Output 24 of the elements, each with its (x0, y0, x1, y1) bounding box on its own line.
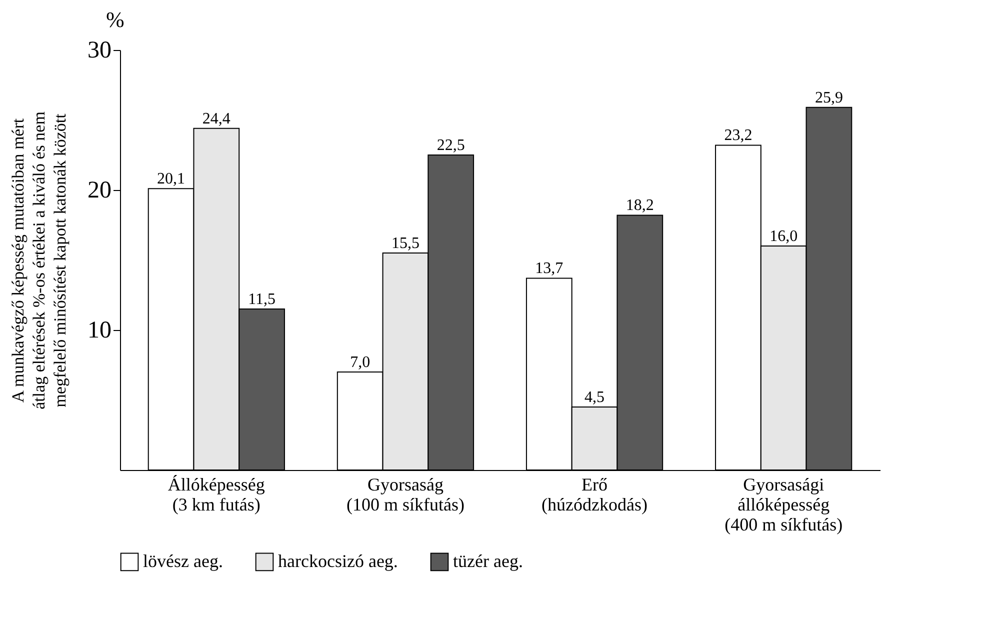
data-label: 16,0 (770, 228, 798, 245)
data-label: 13,7 (535, 260, 564, 278)
x-tick-label: Erő (húzódzkodás) (542, 474, 648, 514)
legend-label: lövész aeg. (143, 550, 223, 571)
data-label: 18,2 (626, 197, 654, 214)
data-label: 11,5 (248, 291, 276, 308)
data-label: 20,1 (157, 170, 186, 188)
text: % (106, 7, 124, 32)
y-tick-label: 30 (88, 38, 112, 64)
y-tick-label: 20 (88, 178, 112, 204)
x-tick-label: Gyorsaság (100 m síkfutás) (346, 474, 464, 514)
data-label: 15,5 (391, 235, 420, 252)
y-axis-title: A munkavégző képesség mutatóiban mért átlag eltérések %-os értékei a kiváló és nem megfelelő minősítést kapott katonák között (8, 112, 70, 410)
x-tick-label: Állóképesség (3 km futás) (168, 474, 265, 514)
legend-label: harckocsizó aeg. (278, 550, 398, 571)
data-label: 23,2 (724, 127, 752, 144)
data-label: 25,9 (814, 89, 843, 106)
legend-label: tüzér aeg. (453, 550, 523, 571)
data-label: 22,5 (436, 137, 465, 154)
x-tick-label: Gyorsasági állóképesség (400 m síkfutás) (724, 474, 843, 534)
y-tick-label: 10 (88, 318, 112, 344)
data-label: 4,5 (584, 389, 605, 406)
data-label: 7,0 (350, 354, 370, 371)
data-label: 24,4 (202, 110, 230, 128)
